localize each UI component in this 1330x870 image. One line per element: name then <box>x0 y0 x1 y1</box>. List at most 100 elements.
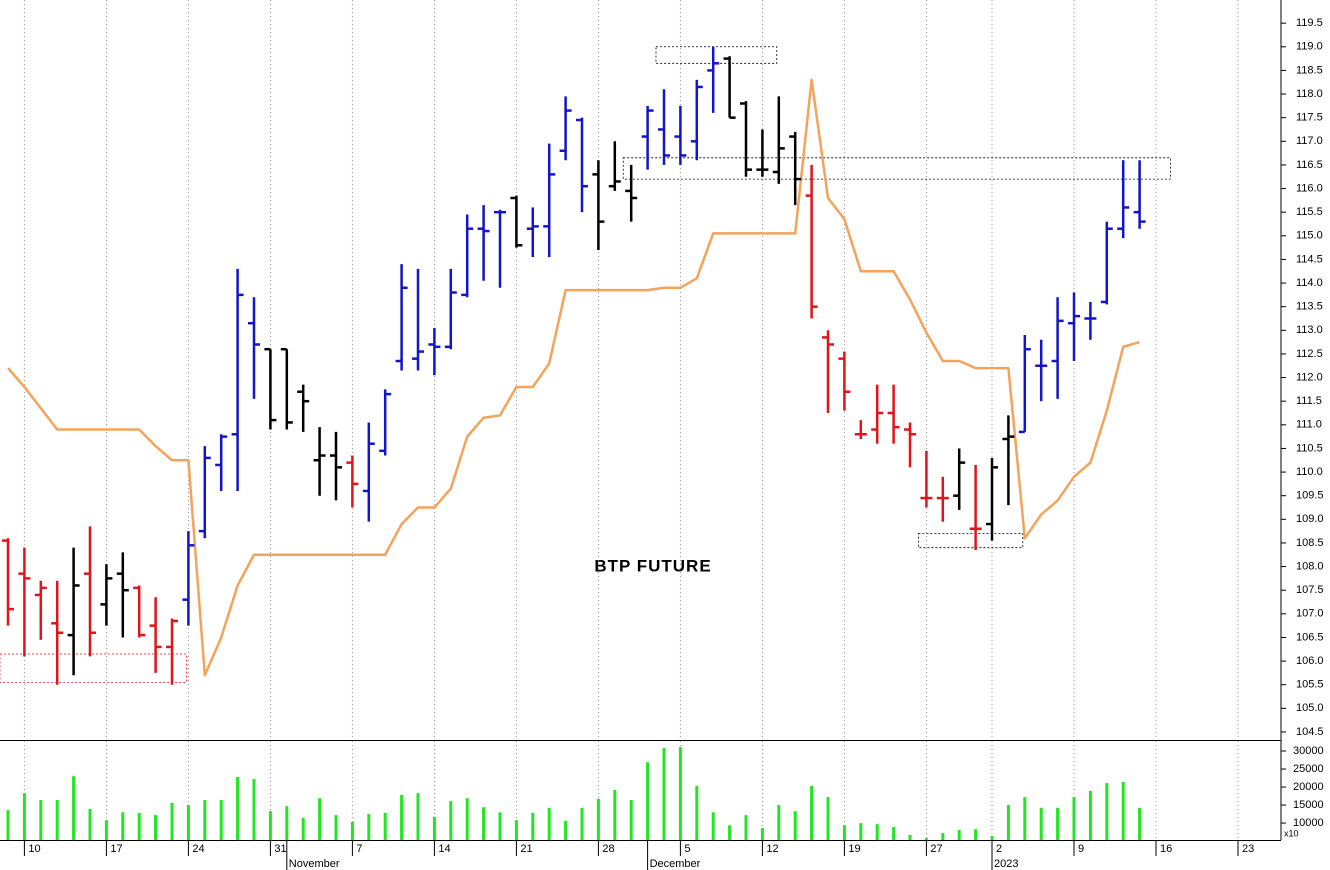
volume-bar <box>662 748 666 840</box>
volume-bar <box>859 823 863 840</box>
y-tick-label: 15000 <box>1293 799 1324 811</box>
month-label: December <box>650 858 701 870</box>
volume-bar <box>875 824 879 840</box>
x-tick-label: 27 <box>930 843 942 855</box>
volume-bar <box>449 801 453 840</box>
volume-bar <box>596 798 600 840</box>
y-tick-label: 114.5 <box>1296 253 1323 265</box>
volume-bar <box>580 807 584 840</box>
y-tick-label: 112.5 <box>1296 348 1323 360</box>
y-tick-label: 117.0 <box>1296 135 1323 147</box>
volume-bar <box>252 779 256 840</box>
volume-bar <box>531 812 535 840</box>
volume-bar <box>268 811 272 840</box>
volume-multiplier: x10 <box>1284 828 1299 838</box>
month-label: November <box>289 858 340 870</box>
volume-bar <box>498 812 502 840</box>
volume-bar <box>842 825 846 840</box>
volume-bar <box>1138 807 1142 840</box>
volume-bar <box>416 793 420 840</box>
volume-bar <box>711 812 715 840</box>
y-tick-label: 108.5 <box>1296 537 1324 549</box>
y-tick-label: 105.0 <box>1296 702 1324 714</box>
x-tick-label: 14 <box>438 843 450 855</box>
volume-bar <box>55 800 59 840</box>
volume-bar <box>1121 781 1125 840</box>
y-tick-label: 107.0 <box>1296 608 1324 620</box>
chart-title: BTP FUTURE <box>594 556 711 575</box>
volume-bar <box>646 762 650 840</box>
volume-bar <box>613 789 617 840</box>
volume-bar <box>367 814 371 840</box>
volume-bar <box>137 812 141 840</box>
level-zone <box>0 653 187 683</box>
volume-bar <box>432 816 436 840</box>
y-tick-label: 105.5 <box>1296 679 1324 691</box>
volume-bar <box>793 811 797 840</box>
y-tick-label: 118.0 <box>1296 88 1323 100</box>
volume-bar <box>990 836 994 840</box>
volume-bar <box>72 776 76 840</box>
volume-bar <box>350 821 354 840</box>
y-tick-label: 114.0 <box>1296 277 1323 289</box>
volume-bar <box>514 820 518 840</box>
y-tick-label: 115.0 <box>1296 230 1323 242</box>
volume-bar <box>318 798 322 840</box>
volume-bar <box>924 838 928 840</box>
volume-bar <box>334 815 338 840</box>
volume-bar <box>39 800 43 840</box>
volume-bar <box>564 820 568 840</box>
x-tick-label: 16 <box>1160 843 1172 855</box>
level-zone <box>918 533 1024 549</box>
y-tick-label: 30000 <box>1293 745 1324 757</box>
y-tick-label: 106.5 <box>1296 631 1324 643</box>
y-tick-label: 116.5 <box>1296 159 1323 171</box>
x-tick-label: 31 <box>274 843 286 855</box>
volume-bar <box>728 825 732 840</box>
volume-bar <box>88 809 92 840</box>
volume-bar <box>285 806 289 840</box>
y-tick-label: 115.5 <box>1296 206 1323 218</box>
volume-bar <box>908 834 912 840</box>
y-tick-label: 109.0 <box>1296 513 1324 525</box>
y-tick-label: 110.0 <box>1296 466 1323 478</box>
volume-bar <box>22 793 26 840</box>
y-tick-label: 119.5 <box>1296 17 1323 29</box>
x-tick-label: 19 <box>848 843 860 855</box>
volume-bar <box>777 805 781 840</box>
x-tick-label: 23 <box>1242 843 1254 855</box>
level-zone <box>622 157 1171 180</box>
volume-bar <box>1088 791 1092 840</box>
y-tick-label: 104.5 <box>1296 726 1324 738</box>
volume-bar <box>1072 797 1076 840</box>
volume-bar <box>760 828 764 840</box>
y-tick-label: 118.5 <box>1296 64 1323 76</box>
volume-bar <box>400 794 404 840</box>
y-tick-label: 117.5 <box>1296 112 1323 124</box>
x-tick-label: 10 <box>28 843 40 855</box>
volume-bar <box>465 798 469 840</box>
y-tick-label: 111.5 <box>1296 395 1322 407</box>
volume-bar <box>219 800 223 840</box>
x-tick-label: 21 <box>520 843 532 855</box>
volume-bar <box>1039 807 1043 840</box>
x-tick-label: 7 <box>356 843 362 855</box>
x-tick-label: 9 <box>1078 843 1084 855</box>
y-tick-label: 113.5 <box>1296 301 1323 313</box>
month-label: 2023 <box>994 858 1018 870</box>
volume-bar <box>1056 807 1060 840</box>
volume-bar <box>170 802 174 840</box>
volume-bar <box>678 747 682 840</box>
volume-bar <box>383 812 387 840</box>
volume-bar <box>482 807 486 840</box>
y-tick-label: 116.0 <box>1296 182 1323 194</box>
x-tick-label: 5 <box>684 843 690 855</box>
y-tick-label: 109.5 <box>1296 490 1324 502</box>
y-tick-label: 106.0 <box>1296 655 1324 667</box>
y-tick-label: 25000 <box>1293 763 1324 775</box>
volume-bar <box>744 815 748 840</box>
volume-bar <box>892 827 896 840</box>
volume-bar <box>6 810 10 840</box>
volume-bar <box>104 820 108 840</box>
